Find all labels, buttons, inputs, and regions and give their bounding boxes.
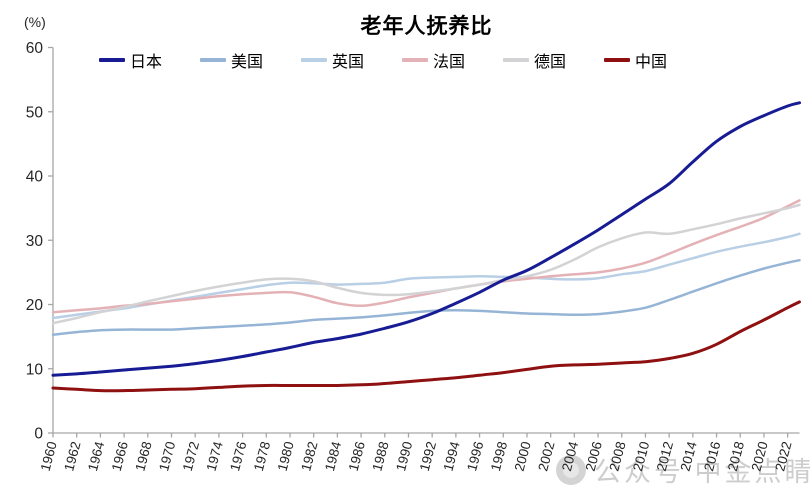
y-tick-label: 10 xyxy=(26,361,44,378)
series-line-japan xyxy=(51,101,801,377)
series-line-germany xyxy=(51,203,801,325)
x-tick-label: 1990 xyxy=(393,440,415,473)
legend-label-germany: 德国 xyxy=(534,54,567,71)
legend-label-france: 法国 xyxy=(433,54,466,71)
legend-label-usa: 美国 xyxy=(230,54,263,71)
x-tick-label: 1966 xyxy=(109,440,131,473)
legend-item-japan: 日本 xyxy=(98,48,162,72)
x-tick-label: 1968 xyxy=(132,440,154,473)
watermark: 公众号 中金点睛 xyxy=(556,450,812,489)
x-tick-label: 1964 xyxy=(85,439,107,472)
legend-swatch-germany xyxy=(503,58,530,62)
x-tick-label: 1982 xyxy=(298,440,320,473)
legend-swatch-usa xyxy=(199,58,226,62)
legend-item-china: 中国 xyxy=(604,48,667,72)
y-tick-label: 20 xyxy=(26,297,44,314)
x-tick-label: 1998 xyxy=(488,440,510,473)
x-tick-label: 1992 xyxy=(417,440,439,473)
legend-label-japan: 日本 xyxy=(129,54,162,71)
y-tick-label: 0 xyxy=(34,426,43,443)
series-line-china xyxy=(51,300,801,393)
x-tick-label: 2006 xyxy=(583,440,605,473)
x-tick-label: 2016 xyxy=(701,440,723,473)
x-tick-label: 1984 xyxy=(322,439,344,472)
legend-swatch-china xyxy=(604,58,631,62)
x-tick-label: 1976 xyxy=(227,440,249,473)
x-tick-label: 1972 xyxy=(180,440,202,473)
y-tick-label: 60 xyxy=(26,40,44,57)
chart-title: 老年人抚养比 xyxy=(360,15,493,38)
x-tick-label: 1962 xyxy=(61,440,83,473)
y-tick-label: 50 xyxy=(26,104,44,121)
legend-item-usa: 美国 xyxy=(199,48,263,72)
y-tick-label: 40 xyxy=(26,169,44,186)
legend-item-uk: 英国 xyxy=(300,48,364,72)
legend-item-germany: 德国 xyxy=(503,48,566,72)
series-line-usa xyxy=(51,258,801,336)
x-tick-label: 2004 xyxy=(559,439,581,472)
x-tick-label: 1970 xyxy=(156,440,178,473)
x-tick-label: 2012 xyxy=(654,440,676,473)
x-tick-label: 2020 xyxy=(749,440,771,473)
y-tick-label: 30 xyxy=(26,233,44,250)
x-tick-label: 1974 xyxy=(204,439,226,472)
y-axis-unit-label: (%) xyxy=(24,14,46,30)
legend-swatch-japan xyxy=(98,58,125,62)
x-tick-label: 1986 xyxy=(346,440,368,473)
legend-item-france: 法国 xyxy=(402,48,465,72)
x-tick-label: 1994 xyxy=(441,439,463,472)
legend-swatch-uk xyxy=(300,58,327,62)
x-tick-label: 2010 xyxy=(630,440,652,473)
legend-label-china: 中国 xyxy=(635,54,668,71)
chart-legend: 日本 美国 英国 法国 德国 中国 xyxy=(53,48,713,72)
x-tick-label: 2014 xyxy=(677,439,699,472)
x-tick-label: 1988 xyxy=(369,440,391,473)
x-tick-label: 2022 xyxy=(772,440,794,473)
x-tick-label: 2002 xyxy=(535,440,557,473)
series-line-france xyxy=(51,199,801,314)
watermark-text: 公众号 中金点睛 xyxy=(594,457,812,487)
x-tick-label: 1996 xyxy=(464,440,486,473)
x-tick-label: 2018 xyxy=(725,440,747,473)
watermark-logo-icon xyxy=(556,454,586,485)
x-tick-label: 1980 xyxy=(275,440,297,473)
legend-swatch-france xyxy=(402,58,428,62)
x-tick-label: 1978 xyxy=(251,440,273,473)
x-tick-label: 2008 xyxy=(606,440,628,473)
x-tick-label: 1960 xyxy=(38,440,60,473)
x-tick-label: 2000 xyxy=(512,440,534,473)
legend-label-uk: 英国 xyxy=(331,54,364,71)
